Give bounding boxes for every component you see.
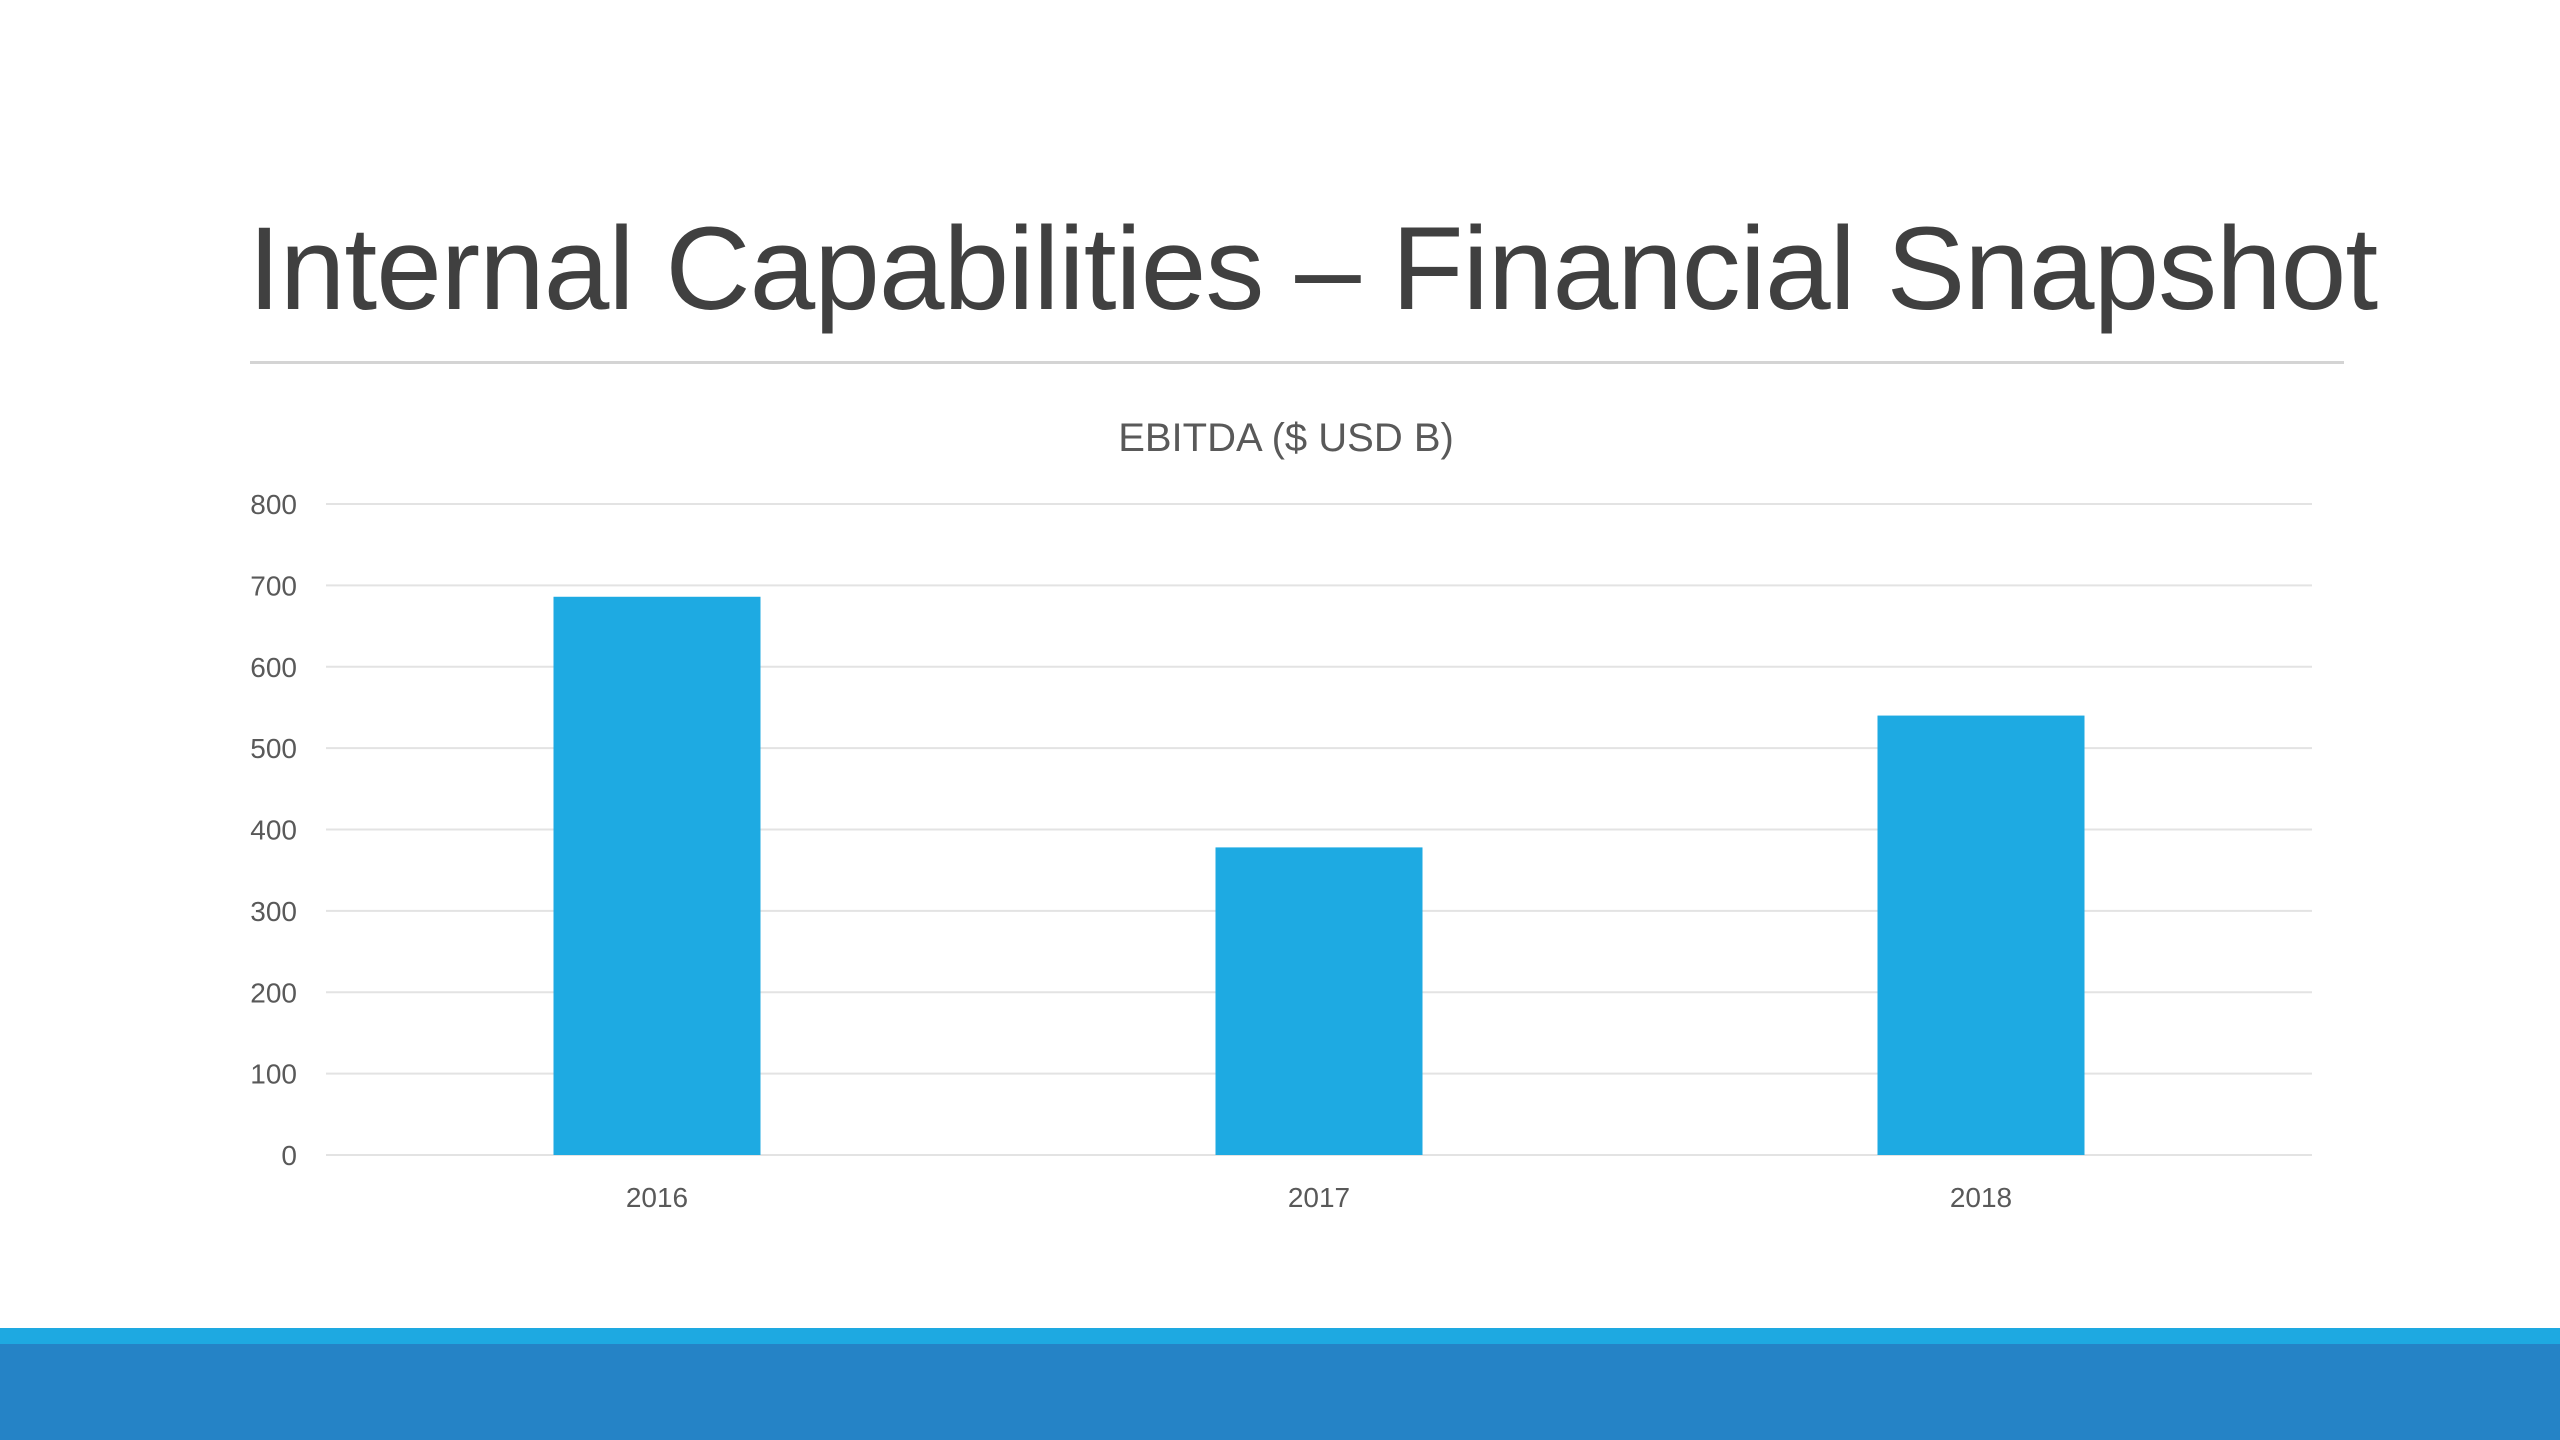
- bar-2016: [553, 596, 761, 1155]
- bar-2018: [1877, 715, 2085, 1155]
- y-tick-label: 800: [250, 489, 297, 520]
- footer-accent-stripe: [0, 1328, 2560, 1344]
- ebitda-bar-chart: EBITDA ($ USD B) 0 100 200 300 400 500 600 700 8…: [250, 416, 2312, 1213]
- y-tick-label: 400: [250, 815, 297, 846]
- y-tick-label: 600: [250, 652, 297, 683]
- y-tick-label: 0: [281, 1140, 297, 1171]
- y-tick-label: 100: [250, 1059, 297, 1090]
- x-tick-label: 2016: [626, 1182, 688, 1213]
- title-divider: [250, 361, 2344, 364]
- y-tick-label: 500: [250, 733, 297, 764]
- x-tick-label: 2017: [1288, 1182, 1350, 1213]
- x-tick-label: 2018: [1950, 1182, 2012, 1213]
- chart-title: EBITDA ($ USD B): [1118, 416, 1454, 460]
- bar-2017: [1215, 847, 1423, 1155]
- y-tick-label: 200: [250, 977, 297, 1008]
- y-tick-label: 300: [250, 896, 297, 927]
- y-tick-label: 700: [250, 570, 297, 601]
- footer-band: [0, 1344, 2560, 1440]
- slide-title: Internal Capabilities – Financial Snapsh…: [248, 203, 2378, 335]
